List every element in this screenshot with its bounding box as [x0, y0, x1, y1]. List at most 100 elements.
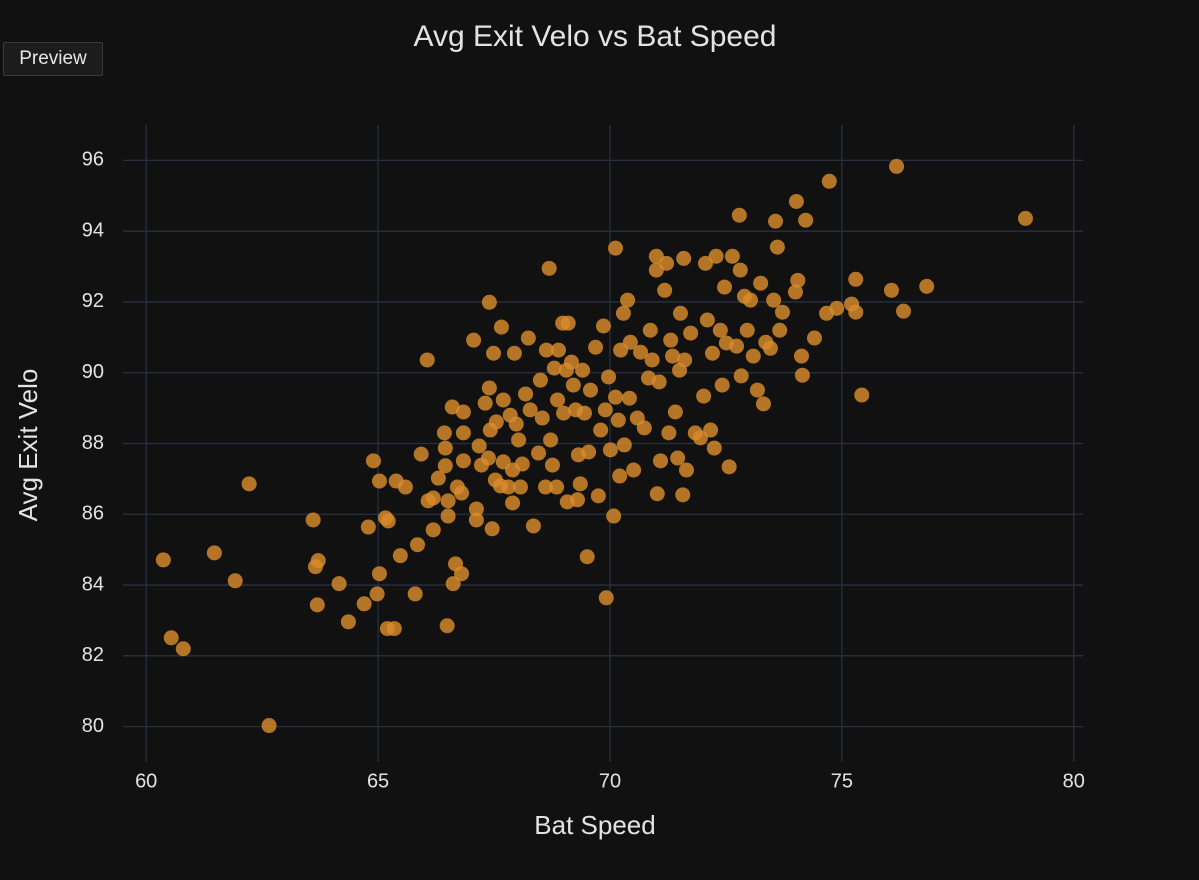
point [848, 304, 864, 320]
point [644, 352, 660, 368]
point [419, 352, 435, 368]
point [392, 548, 408, 564]
point [692, 430, 708, 446]
point [793, 348, 809, 364]
y-tick-label: 92 [82, 290, 104, 312]
point [522, 402, 538, 418]
point [774, 304, 790, 320]
point [745, 348, 761, 364]
point [606, 508, 622, 524]
point [790, 272, 806, 288]
point [672, 305, 688, 321]
y-tick-label: 96 [82, 149, 104, 171]
point [481, 294, 497, 310]
point [595, 318, 611, 334]
point [534, 410, 550, 426]
point [896, 303, 912, 319]
point [537, 479, 553, 495]
point [544, 457, 560, 473]
point [665, 348, 681, 364]
point [588, 339, 604, 355]
point [241, 476, 257, 492]
point [581, 444, 597, 460]
point [762, 340, 778, 356]
point [543, 432, 559, 448]
point [787, 284, 803, 300]
point [621, 390, 637, 406]
point [532, 372, 548, 388]
point [445, 576, 461, 592]
point [854, 387, 870, 403]
point [309, 597, 325, 613]
point [563, 354, 579, 370]
point [788, 193, 804, 209]
point [724, 248, 740, 264]
x-tick-label: 80 [1063, 770, 1085, 792]
point [360, 519, 376, 535]
point [506, 345, 522, 361]
point [520, 330, 536, 346]
point [511, 432, 527, 448]
point [488, 414, 504, 430]
point [531, 445, 547, 461]
point [500, 479, 516, 495]
point [505, 495, 521, 511]
point [466, 332, 482, 348]
point [622, 334, 638, 350]
point [633, 344, 649, 360]
point [455, 404, 471, 420]
y-tick-label: 86 [82, 503, 104, 525]
point [798, 212, 814, 228]
point [369, 586, 385, 602]
point [425, 522, 441, 538]
point [409, 537, 425, 553]
point [651, 374, 667, 390]
point [560, 315, 576, 331]
point [794, 367, 810, 383]
y-tick-label: 80 [82, 715, 104, 737]
point [582, 382, 598, 398]
point [610, 412, 626, 428]
point [768, 213, 784, 229]
point [538, 342, 554, 358]
preview-button[interactable]: Preview [3, 42, 103, 76]
point [380, 513, 396, 529]
point [437, 458, 453, 474]
point [678, 462, 694, 478]
point [455, 453, 471, 469]
point [227, 573, 243, 589]
point [590, 488, 606, 504]
point [620, 292, 636, 308]
point [602, 442, 618, 458]
point [749, 382, 765, 398]
point [704, 345, 720, 361]
point [468, 512, 484, 528]
point [755, 396, 771, 412]
point [612, 468, 628, 484]
point [766, 292, 782, 308]
point [739, 322, 755, 338]
point [642, 322, 658, 338]
point [675, 487, 691, 503]
point [1017, 210, 1033, 226]
point [848, 271, 864, 287]
point [477, 395, 493, 411]
x-tick-label: 65 [367, 770, 389, 792]
point [608, 240, 624, 256]
point [371, 473, 387, 489]
point [425, 490, 441, 506]
point [305, 512, 321, 528]
point [518, 386, 534, 402]
point [386, 621, 402, 637]
point [742, 292, 758, 308]
point [493, 319, 509, 335]
point [615, 305, 631, 321]
point [597, 402, 613, 418]
point [340, 614, 356, 630]
point [331, 576, 347, 592]
point [829, 300, 845, 316]
point [729, 338, 745, 354]
point [732, 262, 748, 278]
point [549, 479, 565, 495]
